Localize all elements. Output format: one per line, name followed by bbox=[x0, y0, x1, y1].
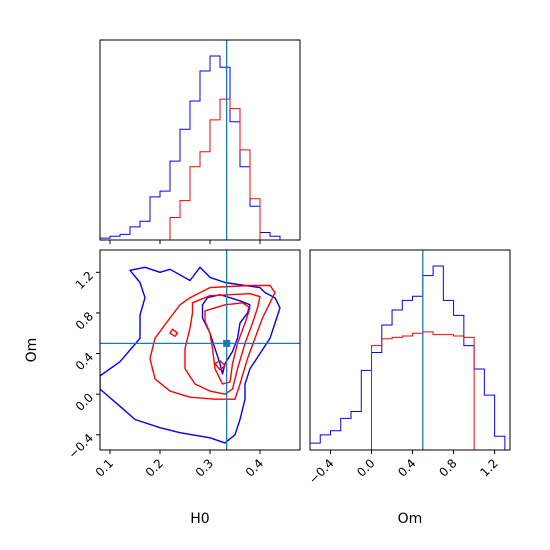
h0-hist-series-0-step bbox=[99, 55, 300, 241]
x-axis-label-om: Om bbox=[398, 511, 423, 527]
joint-plot-area bbox=[100, 250, 300, 450]
joint-y-tick-label-3: 0.8 bbox=[73, 309, 96, 332]
joint-series-1-contour-3 bbox=[169, 328, 179, 337]
joint-y-tick-label-4: 1.2 bbox=[73, 269, 96, 292]
om-hist-x-tick-label-2: 0.4 bbox=[395, 456, 418, 479]
joint-frame bbox=[99, 249, 301, 451]
joint-x-tick-label-1: 0.2 bbox=[143, 456, 166, 479]
joint-x-tick-label-3: 0.4 bbox=[243, 456, 266, 479]
joint-series-1-contour-0 bbox=[149, 284, 276, 400]
om-hist-x-tick-label-3: 0.8 bbox=[436, 456, 459, 479]
om-hist-series-1-step bbox=[310, 331, 505, 451]
om-hist-x-tick-label-4: 1.2 bbox=[477, 456, 500, 479]
joint-series-1-contour-1 bbox=[184, 293, 261, 395]
joint-y-tick-label-0: −0.4 bbox=[66, 431, 97, 462]
h0-hist-series-1-step bbox=[100, 98, 300, 241]
h0-hist-frame bbox=[99, 39, 301, 241]
joint-series-1-contour-2 bbox=[204, 302, 251, 385]
joint-series-0-contour-0 bbox=[100, 266, 281, 444]
joint-y-tick-label-2: 0.4 bbox=[73, 350, 96, 373]
panel-joint-contour: 0.1 0.2 0.3 0.4 −0.4 0.0 0.4 0.8 1.2 bbox=[66, 249, 301, 480]
x-axis-label-h0: H0 bbox=[190, 511, 209, 527]
y-axis-label-om: Om bbox=[24, 338, 40, 363]
om-hist-x-tick-label-1: 0.0 bbox=[354, 456, 377, 479]
joint-x-tick-label-0: 0.1 bbox=[93, 456, 116, 479]
joint-truth-marker bbox=[223, 339, 231, 347]
om-hist-x-tick-label-0: −0.4 bbox=[306, 456, 337, 487]
om-hist-frame bbox=[309, 249, 511, 451]
joint-y-tick-label-1: 0.0 bbox=[73, 390, 96, 413]
joint-x-tick-label-2: 0.3 bbox=[193, 456, 216, 479]
joint-series-1-contour-4 bbox=[214, 360, 226, 371]
panel-om-histogram: −0.4 0.0 0.4 0.8 1.2 bbox=[306, 249, 511, 487]
panel-h0-histogram bbox=[99, 39, 301, 244]
om-hist-series-0-step bbox=[309, 265, 506, 450]
